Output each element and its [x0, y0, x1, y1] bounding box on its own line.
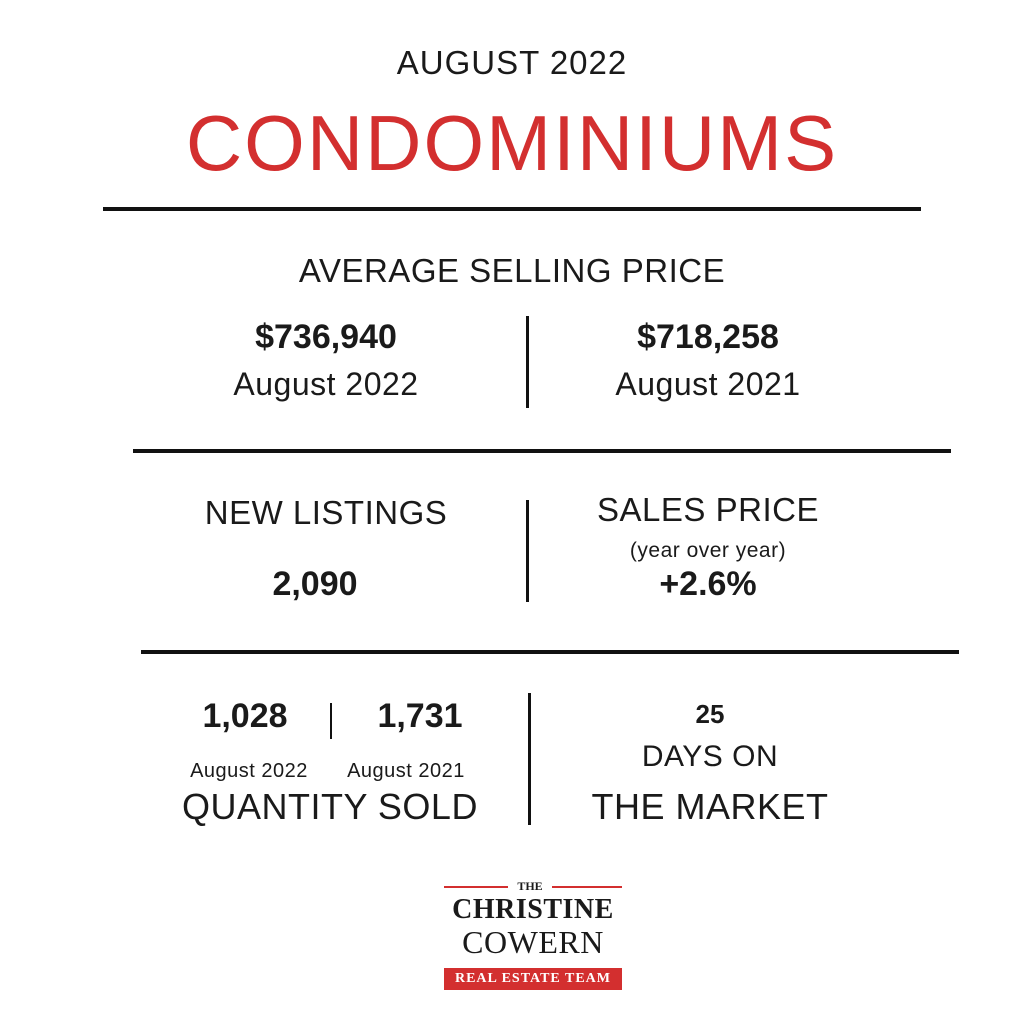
brand-logo: THE CHRISTINE COWERN REAL ESTATE TEAM [440, 876, 630, 994]
month-year-heading: AUGUST 2022 [396, 44, 628, 81]
sales-price-label: SALES PRICE [597, 491, 819, 528]
logo-rule-right [552, 886, 622, 888]
quantity-sold-previous-period: August 2021 [347, 760, 465, 782]
divider-vertical-quantity-days [528, 693, 531, 825]
new-listings-label: NEW LISTINGS [204, 494, 448, 531]
days-on-market-label-line2: THE MARKET [591, 786, 829, 827]
logo-the: THE [517, 879, 543, 893]
sales-price-change-value: +2.6% [659, 565, 757, 603]
asp-current-period: August 2022 [233, 366, 419, 402]
quantity-sold-current-period: August 2022 [190, 760, 308, 782]
divider-vertical-quantity [330, 703, 332, 739]
logo-name-line1: CHRISTINE [452, 894, 614, 925]
asp-previous-value: $718,258 [637, 318, 779, 356]
asp-current-value: $736,940 [255, 318, 397, 356]
divider-middle [133, 449, 951, 453]
logo-tagline: REAL ESTATE TEAM [444, 968, 622, 990]
logo-name-line2: COWERN [462, 924, 604, 960]
divider-top [103, 207, 921, 211]
asp-previous-period: August 2021 [615, 366, 801, 402]
page-title: CONDOMINIUMS [185, 99, 839, 187]
divider-vertical-listings [526, 500, 529, 602]
divider-bottom [141, 650, 959, 654]
quantity-sold-previous-value: 1,731 [377, 697, 463, 735]
sales-price-sublabel: (year over year) [629, 539, 787, 562]
quantity-sold-current-value: 1,028 [202, 697, 288, 735]
days-on-market-value: 25 [695, 699, 725, 729]
quantity-sold-label: QUANTITY SOLD [182, 786, 478, 827]
days-on-market-label-line1: DAYS ON [641, 740, 779, 773]
divider-vertical-asp [526, 316, 529, 408]
average-selling-price-label: AVERAGE SELLING PRICE [298, 252, 726, 289]
logo-rule-left [444, 886, 508, 888]
new-listings-value: 2,090 [272, 565, 358, 603]
